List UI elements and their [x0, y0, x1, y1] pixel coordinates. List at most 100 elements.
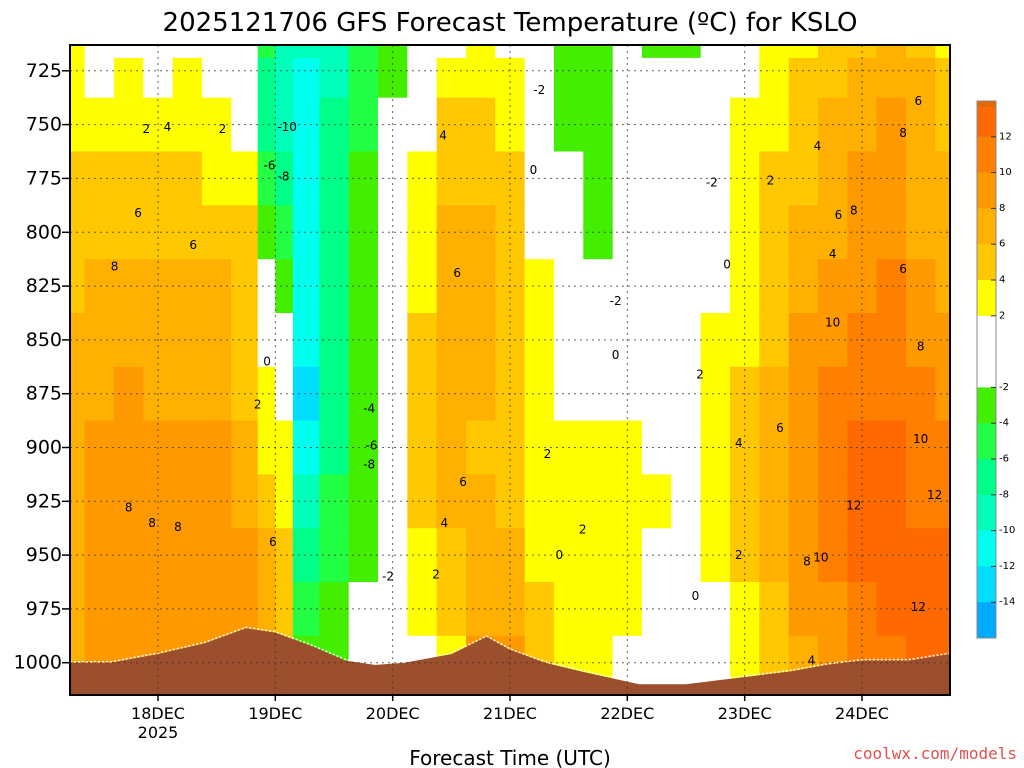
y-tick-label: 975	[26, 598, 62, 620]
contour-label: 12	[911, 600, 926, 614]
colorbar-tick-label: -12	[999, 561, 1015, 572]
temperature-cell	[671, 97, 702, 153]
contour-label: 2	[579, 522, 587, 536]
temperature-cell	[348, 45, 379, 59]
temperature-cell	[700, 420, 731, 475]
contour-label: 8	[111, 260, 119, 274]
temperature-cell	[172, 582, 203, 637]
temperature-cell	[935, 366, 950, 422]
contour-label: -2	[533, 83, 545, 97]
y-tick-label: 850	[26, 329, 62, 351]
temperature-cell	[202, 45, 232, 59]
temperature-cell	[172, 97, 203, 153]
temperature-cell	[292, 205, 320, 260]
contour-label: 6	[189, 238, 197, 252]
colorbar-tick-label: 2	[999, 310, 1005, 321]
colorbar-tick-label: 8	[999, 203, 1005, 214]
colorbar-tick-label: -2	[999, 382, 1009, 393]
colorbar-tick-label: -4	[999, 418, 1009, 429]
x-axis-title: Forecast Time (UTC)	[409, 746, 611, 768]
temperature-cell	[935, 313, 950, 368]
contour-label: 0	[530, 163, 538, 177]
x-tick-label: 22DEC	[600, 704, 654, 723]
temperature-cell	[935, 420, 950, 475]
temperature-cell	[172, 528, 203, 583]
temperature-cell	[275, 313, 294, 368]
temperature-cell	[114, 57, 144, 99]
temperature-cell	[906, 45, 936, 59]
contour-label: 4	[829, 247, 837, 261]
contour-label: -8	[363, 458, 375, 472]
x-tick-label: 21DEC	[483, 704, 537, 723]
temperature-cell	[292, 259, 320, 314]
temperature-cell	[275, 366, 294, 422]
contour-label: 8	[850, 204, 858, 218]
temperature-cell	[935, 474, 950, 529]
temperature-cell	[700, 366, 731, 422]
temperature-cell	[436, 582, 467, 637]
y-tick-label: 775	[26, 167, 62, 189]
colorbar-swatch	[977, 530, 996, 567]
temperature-cell	[172, 259, 203, 314]
colorbar-swatch	[977, 172, 996, 209]
temperature-cell	[935, 57, 950, 99]
colorbar-top-swatch	[977, 101, 996, 107]
contour-label: -2	[706, 176, 718, 190]
contour-label: 4	[735, 436, 743, 450]
temperature-cell	[642, 57, 672, 99]
temperature-cell	[876, 57, 907, 99]
temperature-cell	[407, 259, 438, 314]
contour-label: 6	[899, 262, 907, 276]
temperature-cell	[466, 57, 496, 99]
temperature-cell	[935, 97, 950, 153]
temperature-cell	[407, 474, 438, 529]
temperature-cell	[275, 528, 294, 583]
y-tick-label: 725	[26, 60, 62, 82]
temperature-cell	[275, 582, 294, 637]
temperature-cell	[319, 57, 350, 99]
x-tick-label: 19DEC	[248, 704, 302, 723]
contour-label: 0	[723, 258, 731, 272]
axes: 725750775800825850875900925950975100018D…	[14, 44, 951, 742]
contour-label: 6	[776, 421, 784, 435]
contour-label: -8	[278, 169, 290, 183]
x-tick-label: 23DEC	[718, 704, 772, 723]
temperature-cell	[436, 57, 467, 99]
temperature-cell	[292, 57, 320, 99]
temperature-cell	[292, 366, 320, 422]
temperature-cell	[554, 57, 584, 99]
contour-label: 10	[913, 432, 928, 446]
temperature-cell	[935, 45, 950, 59]
temperature-cell	[70, 57, 86, 99]
contour-label: 8	[125, 501, 133, 515]
colorbar-swatch	[977, 101, 996, 138]
temperature-cell	[275, 57, 294, 99]
temperature-cell	[292, 45, 320, 59]
temperature-cell	[275, 205, 294, 260]
temperature-cell	[292, 420, 320, 475]
temperature-cell	[407, 313, 438, 368]
colorbar-swatch	[977, 459, 996, 496]
temperature-cell	[436, 259, 467, 314]
temperature-cell	[759, 45, 790, 59]
temperature-cell	[466, 45, 496, 59]
temperature-cell	[935, 582, 950, 637]
colorbar-tick-label: -8	[999, 489, 1009, 500]
contour-label: 10	[813, 550, 828, 564]
y-tick-label: 750	[26, 114, 62, 136]
contour-label: 4	[440, 516, 448, 530]
temperature-cell	[759, 57, 790, 99]
colorbar-swatch	[977, 602, 996, 639]
contour-label: 2	[544, 447, 552, 461]
temperature-cell	[876, 45, 907, 59]
contour-label: 8	[917, 339, 925, 353]
temperature-cell	[257, 259, 276, 314]
temperature-cell	[436, 45, 467, 59]
colorbar-frame	[976, 100, 997, 639]
temperature-cell	[436, 420, 467, 475]
temperature-cell	[436, 151, 467, 206]
temperature-cell	[671, 45, 702, 59]
contour-label: 6	[134, 206, 142, 220]
temperature-cell	[671, 205, 702, 260]
